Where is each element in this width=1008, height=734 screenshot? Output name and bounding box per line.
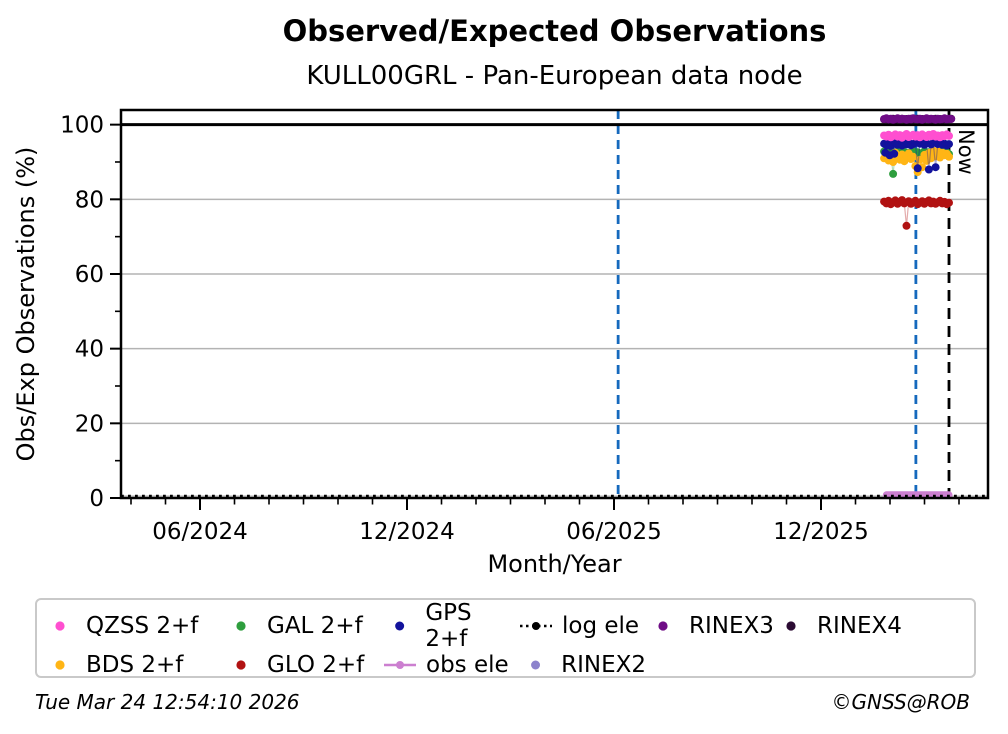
x-axis-label: Month/Year — [487, 550, 621, 578]
data-point-bds-2-f — [909, 152, 918, 161]
data-point-gps-2-f — [890, 149, 899, 158]
legend-marker-qzss-2-f-icon — [55, 621, 65, 631]
legend-row: QZSS 2+f GAL 2+f GPS 2+f log ele RINEX3 RINEX… — [43, 600, 974, 652]
legend-label-rinex2: RINEX2 — [561, 652, 646, 678]
legend-label-gal-2-f: GAL 2+f — [267, 613, 363, 639]
data-point-gal-2-f — [889, 169, 898, 178]
legend-item-gal-2-f: GAL 2+f — [224, 613, 383, 639]
x-tick-label: 12/2024 — [359, 519, 455, 545]
legend-item-rinex3: RINEX3 — [646, 613, 774, 639]
series-glo-2-f — [880, 196, 953, 230]
legend-label-log-ele: log ele — [562, 613, 640, 639]
x-tick-label: 06/2024 — [152, 519, 248, 545]
series-qzss-2-f — [880, 130, 953, 142]
legend-label-bds-2-f: BDS 2+f — [86, 652, 184, 678]
plot-border — [119, 108, 990, 500]
legend-marker-glo-2-f-icon — [236, 660, 246, 670]
legend-label-obs-ele: obs ele — [426, 652, 509, 678]
legend-item-gps-2-f: GPS 2+f — [383, 600, 519, 652]
legend-item-bds-2-f: BDS 2+f — [43, 652, 224, 678]
legend-label-rinex4: RINEX4 — [817, 613, 902, 639]
y-tick-label: 100 — [60, 113, 104, 139]
legend-item-log-ele: log ele — [519, 613, 646, 639]
chart-legend: QZSS 2+f GAL 2+f GPS 2+f log ele RINEX3 RINEX… — [35, 598, 976, 678]
legend-item-rinex2: RINEX2 — [519, 652, 646, 678]
page-subtitle: KULL00GRL - Pan-European data node — [306, 61, 803, 91]
legend-label-glo-2-f: GLO 2+f — [267, 652, 365, 678]
legend-label-gps-2-f: GPS 2+f — [425, 600, 472, 652]
x-tick-label: 12/2025 — [773, 519, 869, 545]
y-tick-label: 20 — [75, 411, 104, 437]
data-point-glo-2-f — [902, 221, 911, 230]
data-point-gps-2-f — [945, 140, 953, 149]
series-rinex3 — [880, 114, 956, 124]
data-point-bds-2-f — [945, 152, 953, 161]
now-label: Now — [954, 129, 978, 175]
legend-marker-rinex3-icon — [658, 621, 668, 631]
legend-label-qzss-2-f: QZSS 2+f — [86, 613, 199, 639]
y-tick-label: 60 — [75, 262, 104, 288]
x-tick-label: 06/2025 — [566, 519, 662, 545]
data-point-gps-2-f — [924, 165, 933, 174]
legend-row: BDS 2+f GLO 2+f obs ele RINEX2 — [43, 652, 974, 678]
legend-marker-gal-2-f-icon — [236, 621, 246, 631]
copyright-label: ©GNSS@ROB — [831, 690, 971, 714]
legend-item-glo-2-f: GLO 2+f — [224, 652, 383, 678]
legend-item-rinex4: RINEX4 — [774, 613, 974, 639]
legend-marker-rinex2-icon — [531, 660, 541, 670]
legend-item-qzss-2-f: QZSS 2+f — [43, 613, 224, 639]
plot-timestamp: Tue Mar 24 12:54:10 2026 — [35, 690, 300, 714]
legend-marker-rinex4-icon — [786, 621, 796, 631]
legend-marker-bds-2-f-icon — [55, 660, 65, 670]
legend-marker-log-ele-icon — [520, 622, 552, 630]
y-tick-label: 40 — [75, 337, 104, 363]
y-axis-label: Obs/Exp Observations (%) — [12, 147, 40, 462]
data-point-qzss-2-f — [945, 131, 953, 140]
y-tick-label: 80 — [75, 187, 104, 213]
legend-marker-gps-2-f-icon — [395, 621, 405, 631]
legend-item-obs-ele: obs ele — [383, 652, 519, 678]
page-title: Observed/Expected Observations — [282, 14, 827, 48]
legend-label-rinex3: RINEX3 — [689, 613, 774, 639]
data-point-glo-2-f — [945, 198, 953, 207]
data-point-gps-2-f — [913, 164, 922, 173]
data-point-gps-2-f — [931, 163, 940, 172]
y-tick-label: 0 — [89, 486, 104, 512]
legend-marker-obs-ele-icon — [384, 661, 416, 669]
data-point-rinex3 — [947, 115, 956, 123]
